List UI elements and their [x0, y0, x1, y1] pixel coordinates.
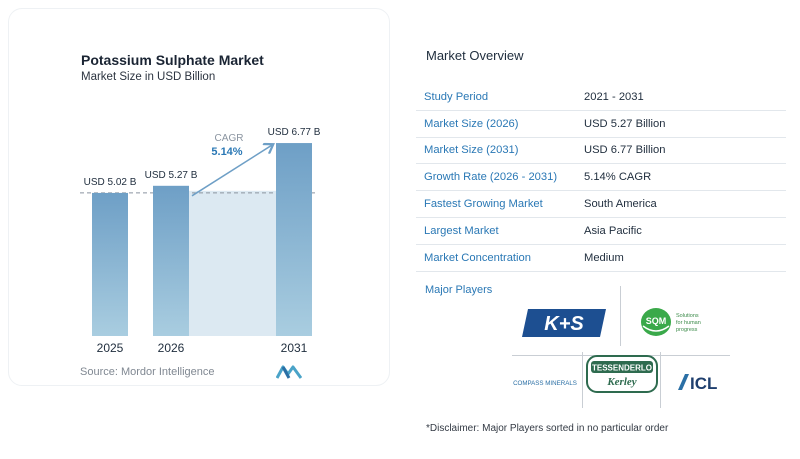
overview-row: Fastest Growing Market South America	[416, 191, 786, 218]
overview-label: Study Period	[424, 90, 489, 103]
compass-minerals-logo: COMPASS MINERALS	[513, 380, 577, 387]
data-label-2031: USD 6.77 B	[268, 127, 321, 138]
source-label: Source: Mordor Intelligence	[80, 366, 215, 378]
overview-value: USD 6.77 Billion	[584, 144, 666, 157]
overview-value: Medium	[584, 251, 624, 264]
overview-value: Asia Pacific	[584, 224, 642, 237]
overview-value: South America	[584, 198, 657, 211]
data-label-2026: USD 5.27 B	[145, 170, 198, 181]
overview-row: Market Size (2026) USD 5.27 Billion	[416, 111, 786, 138]
sqm-tagline: progress	[676, 327, 698, 333]
chart-subtitle: Market Size in USD Billion	[81, 71, 216, 83]
overview-label: Largest Market	[424, 224, 499, 237]
overview-label: Market Concentration	[424, 251, 531, 264]
data-label-2025: USD 5.02 B	[84, 177, 137, 188]
compass-logo-text: COMPASS MINERALS	[513, 380, 577, 387]
tessenderlo-kerley-logo: TESSENDERLO Kerley	[586, 355, 658, 393]
kerley-logo-text: Kerley	[606, 376, 636, 388]
icl-logo-text: ICL	[690, 374, 717, 392]
overview-value: 5.14% CAGR	[584, 171, 652, 184]
overview-label: Fastest Growing Market	[424, 198, 543, 211]
market-overview-title: Market Overview	[426, 48, 524, 63]
sqm-tagline: Solutions	[676, 313, 699, 319]
growth-shade-area	[189, 190, 276, 336]
overview-row: Study Period 2021 - 2031	[416, 84, 786, 111]
x-tick-label-2025: 2025	[97, 341, 124, 355]
bar-2026	[153, 185, 189, 336]
overview-row: Largest Market Asia Pacific	[416, 218, 786, 245]
logo-divider	[582, 352, 583, 408]
sqm-tagline: for human	[676, 320, 701, 326]
x-tick-label-2026: 2026	[158, 341, 185, 355]
cagr-label: CAGR	[215, 133, 244, 144]
overview-label: Growth Rate (2026 - 2031)	[424, 171, 558, 184]
bar-2031	[276, 143, 312, 336]
ks-logo-text: K+S	[544, 313, 584, 335]
ks-logo: K+S	[522, 309, 606, 337]
tessenderlo-logo-text: TESSENDERLO	[592, 364, 652, 373]
overview-table: Study Period 2021 - 2031 Market Size (20…	[416, 84, 786, 272]
overview-value: 2021 - 2031	[584, 90, 644, 103]
major-players-title: Major Players	[425, 284, 493, 296]
sqm-logo-text: SQM	[646, 316, 667, 326]
icl-logo: ICL	[678, 374, 717, 392]
logo-divider	[620, 286, 621, 346]
overview-label: Market Size (2026)	[424, 117, 519, 130]
x-tick-label-2031: 2031	[281, 341, 308, 355]
overview-row: Growth Rate (2026 - 2031) 5.14% CAGR	[416, 164, 786, 192]
logo-divider	[660, 352, 661, 408]
cagr-value: 5.14%	[211, 146, 242, 158]
overview-row: Market Concentration Medium	[416, 245, 786, 272]
mordor-logo-icon	[276, 365, 302, 379]
overview-row: Market Size (2031) USD 6.77 Billion	[416, 138, 786, 165]
overview-label: Market Size (2031)	[424, 144, 519, 157]
chart-title: Potassium Sulphate Market	[81, 52, 264, 68]
cagr-arrow	[191, 145, 272, 197]
bar-2025	[92, 192, 128, 336]
disclaimer: *Disclaimer: Major Players sorted in no …	[426, 423, 669, 434]
sqm-logo: SQM Solutions for human progress	[641, 308, 701, 336]
bar-chart: USD 5.02 B 2025 USD 5.27 B 2026 USD 6.77 B 20…	[80, 127, 321, 355]
overview-value: USD 5.27 Billion	[584, 117, 666, 130]
